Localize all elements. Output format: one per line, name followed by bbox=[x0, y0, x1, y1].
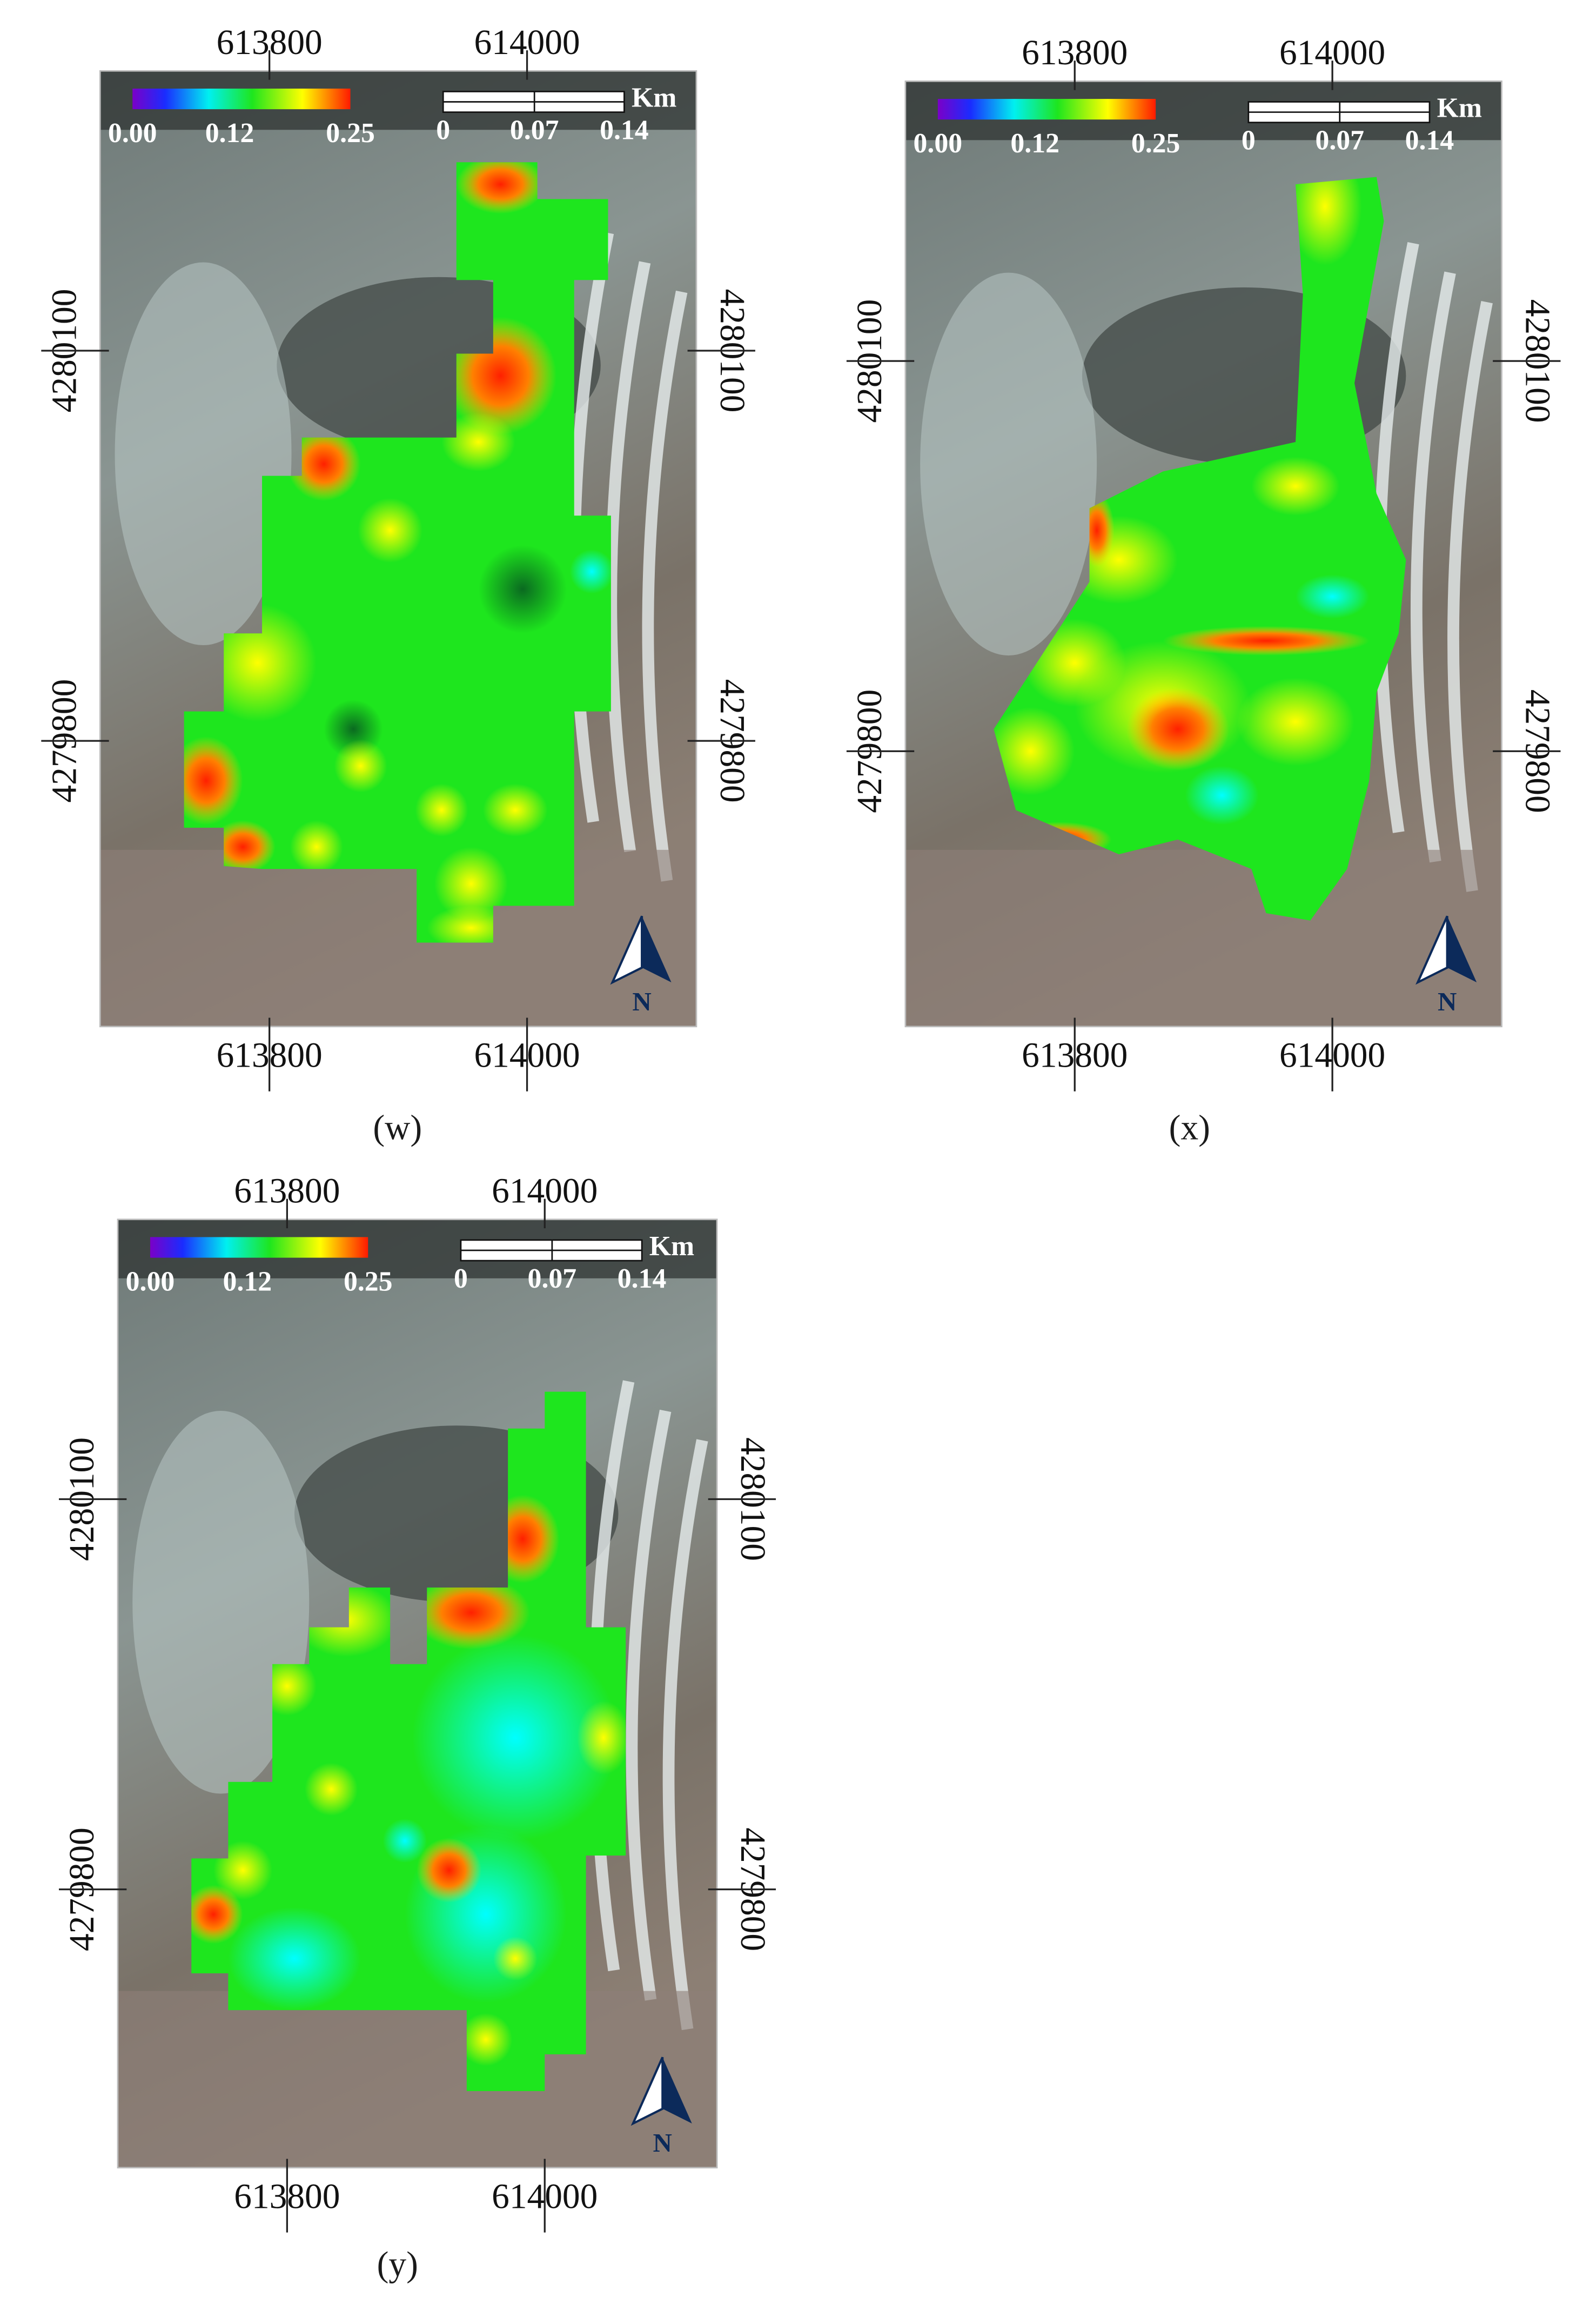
panel-label: (y) bbox=[377, 2245, 418, 2284]
value-blob bbox=[434, 847, 508, 921]
value-blob bbox=[569, 549, 611, 594]
scale-unit: Km bbox=[649, 1231, 694, 1262]
value-blob bbox=[482, 783, 548, 837]
scale-label: 0.14 bbox=[1405, 125, 1454, 156]
value-blob bbox=[412, 1576, 530, 1650]
scale-label: 0.07 bbox=[1315, 125, 1364, 156]
brown-soil bbox=[905, 849, 1502, 1027]
value-blob bbox=[417, 1838, 482, 1903]
colorbar bbox=[132, 88, 351, 110]
value-blob bbox=[383, 1818, 427, 1863]
colorbar-label: 0.00 bbox=[914, 128, 963, 159]
colorbar-label: 0.25 bbox=[326, 118, 375, 149]
panel-label: (w) bbox=[373, 1108, 422, 1147]
brown-soil bbox=[100, 849, 696, 1027]
north-arrow-right bbox=[1447, 916, 1477, 983]
value-blob bbox=[412, 1635, 619, 1841]
value-blob bbox=[1251, 457, 1340, 516]
scale-label: 0 bbox=[436, 115, 450, 146]
value-blob bbox=[1237, 677, 1354, 766]
scale-label: 0 bbox=[1242, 125, 1256, 156]
colorbar-label: 0.00 bbox=[108, 118, 157, 149]
value-blob bbox=[228, 1907, 361, 2011]
scale-label: 0.07 bbox=[528, 1263, 577, 1294]
scale-label: 0.07 bbox=[510, 115, 559, 146]
colorbar-label: 0.25 bbox=[1131, 128, 1180, 159]
value-blob bbox=[213, 1840, 273, 1900]
map-frame bbox=[904, 80, 1502, 1028]
scale-unit: Km bbox=[1437, 93, 1482, 124]
colorbar-label: 0.12 bbox=[1010, 128, 1059, 159]
value-blob bbox=[287, 427, 361, 501]
scale-unit: Km bbox=[632, 83, 676, 113]
north-arrow-right bbox=[642, 916, 672, 983]
value-blob bbox=[577, 1700, 626, 1775]
value-blob bbox=[441, 412, 515, 472]
north-arrow-right bbox=[662, 2057, 692, 2124]
value-blob bbox=[198, 604, 317, 722]
colorbar-label: 0.12 bbox=[205, 118, 254, 149]
value-blob bbox=[459, 2013, 513, 2066]
value-blob bbox=[493, 1936, 538, 1981]
value-blob bbox=[1288, 177, 1362, 265]
value-blob bbox=[358, 498, 423, 563]
value-blob bbox=[1126, 688, 1230, 771]
map-frame bbox=[117, 1218, 718, 2169]
value-blob bbox=[1163, 626, 1370, 656]
map-frame bbox=[99, 70, 697, 1028]
value-blob bbox=[191, 1885, 243, 1944]
light-area bbox=[115, 262, 292, 646]
scale-label: 0.14 bbox=[600, 115, 649, 146]
light-area bbox=[920, 272, 1097, 656]
value-blob bbox=[305, 1763, 358, 1816]
value-blob bbox=[478, 545, 567, 634]
panel-label: (x) bbox=[1169, 1108, 1210, 1147]
colorbar bbox=[937, 99, 1156, 120]
value-blob bbox=[257, 1657, 317, 1716]
value-blob bbox=[994, 707, 1075, 795]
north-label: N bbox=[653, 2128, 672, 2158]
north-label: N bbox=[1438, 987, 1457, 1016]
value-blob bbox=[210, 820, 276, 874]
value-blob bbox=[1296, 574, 1370, 619]
scale-label: 0.14 bbox=[618, 1263, 667, 1294]
colorbar-label: 0.25 bbox=[344, 1267, 393, 1297]
light-area bbox=[132, 1411, 310, 1794]
value-blob bbox=[1185, 766, 1259, 825]
value-blob bbox=[427, 906, 515, 943]
value-blobs bbox=[191, 1495, 626, 2066]
value-blob bbox=[334, 739, 387, 793]
value-blob bbox=[415, 783, 468, 837]
scale-label: 0 bbox=[454, 1263, 468, 1294]
value-blob bbox=[456, 162, 545, 214]
colorbar bbox=[150, 1237, 368, 1258]
colorbar-label: 0.00 bbox=[126, 1267, 175, 1297]
value-blobs bbox=[184, 162, 611, 943]
north-label: N bbox=[632, 987, 651, 1016]
brown-soil bbox=[118, 1991, 717, 2168]
value-blob bbox=[290, 820, 343, 874]
colorbar-label: 0.12 bbox=[223, 1267, 272, 1297]
value-blob bbox=[184, 736, 243, 825]
